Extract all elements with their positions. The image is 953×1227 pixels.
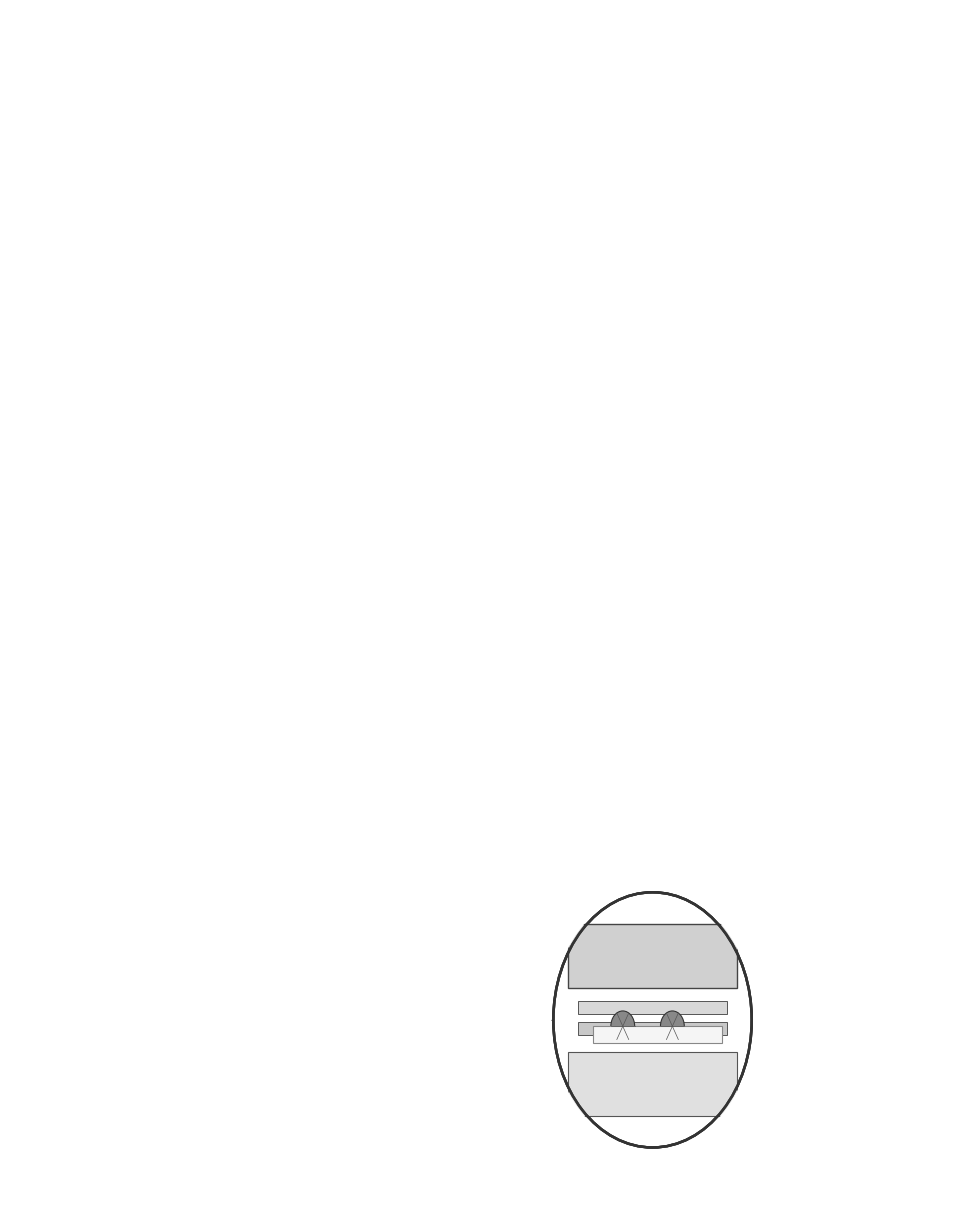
FancyBboxPatch shape xyxy=(593,1026,721,1043)
FancyBboxPatch shape xyxy=(484,763,583,806)
FancyBboxPatch shape xyxy=(105,966,472,1205)
Polygon shape xyxy=(345,620,543,664)
Circle shape xyxy=(540,260,553,277)
Circle shape xyxy=(540,279,553,294)
FancyBboxPatch shape xyxy=(276,135,457,202)
FancyBboxPatch shape xyxy=(325,420,517,442)
Text: 2.   Gently pull out any paper with both hands. Be careful not to tear the jamme: 2. Gently pull out any paper with both h… xyxy=(71,853,732,870)
Circle shape xyxy=(514,260,526,277)
Circle shape xyxy=(487,260,500,277)
Text: 1.   Open the Auto Document Feeder cover.: 1. Open the Auto Document Feeder cover. xyxy=(71,589,423,606)
Circle shape xyxy=(523,779,537,796)
Text: 125: 125 xyxy=(872,1182,919,1204)
Circle shape xyxy=(487,279,500,294)
Circle shape xyxy=(659,1011,683,1042)
Polygon shape xyxy=(69,844,196,918)
Circle shape xyxy=(552,779,565,796)
Circle shape xyxy=(553,892,751,1147)
FancyBboxPatch shape xyxy=(307,1102,446,1162)
FancyBboxPatch shape xyxy=(325,439,349,454)
FancyBboxPatch shape xyxy=(296,686,609,836)
Polygon shape xyxy=(87,908,436,966)
FancyBboxPatch shape xyxy=(298,141,425,179)
Circle shape xyxy=(496,779,509,796)
FancyBboxPatch shape xyxy=(478,236,573,302)
FancyBboxPatch shape xyxy=(309,701,583,753)
FancyBboxPatch shape xyxy=(578,1001,726,1014)
Text: paper. If you cannot pull out the jammed paper, go to step 3.: paper. If you cannot pull out the jammed… xyxy=(71,886,596,903)
FancyArrowPatch shape xyxy=(571,303,636,363)
FancyBboxPatch shape xyxy=(578,1022,726,1036)
FancyBboxPatch shape xyxy=(312,836,531,849)
Circle shape xyxy=(610,1011,634,1042)
FancyBboxPatch shape xyxy=(295,202,591,423)
FancyBboxPatch shape xyxy=(301,137,428,175)
FancyBboxPatch shape xyxy=(502,439,526,454)
Text: 5.   Open and close cover A to clear the error message.: 5. Open and close cover A to clear the e… xyxy=(71,67,520,85)
FancyBboxPatch shape xyxy=(295,145,422,183)
FancyBboxPatch shape xyxy=(568,924,736,988)
Polygon shape xyxy=(339,582,412,620)
Text: Clearing Jammed Paper: Clearing Jammed Paper xyxy=(700,1185,876,1200)
Text: Removing Jams From the Auto Document Feeder: Removing Jams From the Auto Document Fee… xyxy=(71,534,659,556)
Polygon shape xyxy=(508,314,613,425)
Circle shape xyxy=(514,279,526,294)
FancyBboxPatch shape xyxy=(123,1205,454,1227)
FancyBboxPatch shape xyxy=(568,1052,736,1115)
FancyBboxPatch shape xyxy=(356,659,577,686)
FancyBboxPatch shape xyxy=(311,225,473,286)
FancyBboxPatch shape xyxy=(119,994,432,1086)
FancyArrowPatch shape xyxy=(362,601,395,634)
